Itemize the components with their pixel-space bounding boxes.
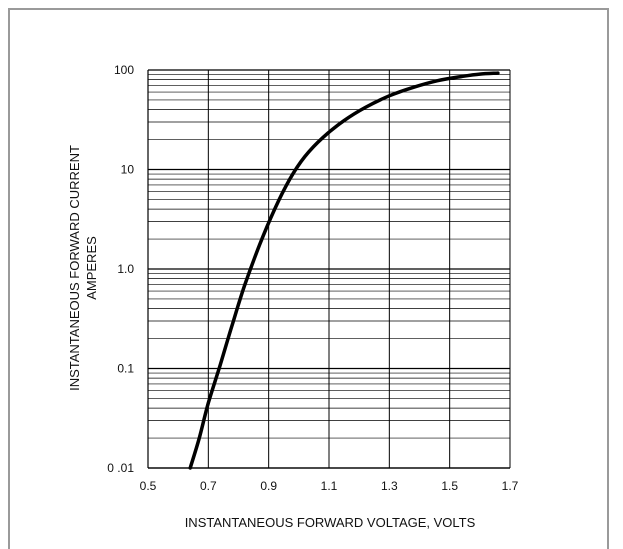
tick-labels: 0.5 0.7 0.9 1.1 1.3 1.5 1.7 0 .01 0.1 1.0 10 100 <box>107 63 518 493</box>
y-tick-label: 100 <box>114 63 134 77</box>
x-tick-label: 1.3 <box>381 479 398 493</box>
x-tick-label: 0.7 <box>200 479 217 493</box>
y-tick-label: 0.1 <box>117 362 134 376</box>
y-axis-label: INSTANTANEOUS FORWARD CURRENT <box>67 145 82 391</box>
y-tick-label: 0 .01 <box>107 461 134 475</box>
x-tick-label: 1.5 <box>441 479 458 493</box>
x-tick-label: 1.7 <box>502 479 519 493</box>
grid <box>147 69 511 469</box>
y-tick-label: 1.0 <box>117 262 134 276</box>
x-tick-label: 0.5 <box>140 479 157 493</box>
x-axis-label: INSTANTANEOUS FORWARD VOLTAGE, VOLTS <box>185 515 476 530</box>
series-line <box>188 71 500 470</box>
x-tick-label: 0.9 <box>260 479 277 493</box>
series-layer <box>188 71 500 470</box>
y-axis-label-units: AMPERES <box>84 236 99 300</box>
axes <box>147 70 510 469</box>
y-tick-label: 10 <box>121 163 135 177</box>
x-tick-label: 1.1 <box>321 479 338 493</box>
